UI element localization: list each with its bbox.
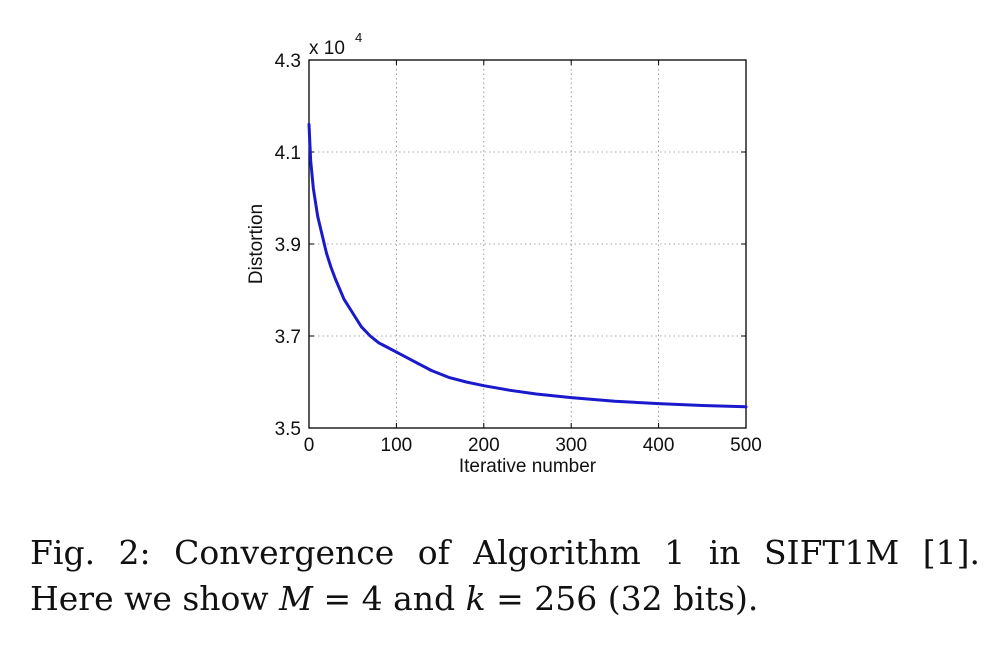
ticks: 0 100 200 300 400 500 3.5 3.7 3.9 4.1 4.3 xyxy=(275,51,762,456)
caption-word: of xyxy=(417,533,450,572)
caption-text: and xyxy=(393,579,466,618)
series-layer xyxy=(307,122,748,409)
series-line xyxy=(307,122,748,409)
caption-word: Convergence xyxy=(174,533,395,572)
caption-equation: = 256 xyxy=(485,579,608,618)
caption-math-M: M xyxy=(279,579,313,618)
grid xyxy=(309,60,746,428)
y-axis-multiplier: x 10 xyxy=(309,38,345,59)
caption-word: [1]. xyxy=(922,533,980,572)
x-tick-label: 500 xyxy=(730,435,762,456)
x-tick-label: 300 xyxy=(555,435,587,456)
plot-frame xyxy=(308,59,747,429)
caption-text: Here we show xyxy=(30,579,280,618)
line-chart: 0 100 200 300 400 500 3.5 3.7 3.9 4.1 4.3 x 10 4 I… xyxy=(246,30,762,477)
figure: 0 100 200 300 400 500 3.5 3.7 3.9 4.1 4.3 x 10 4 I… xyxy=(246,30,762,477)
caption-word: 2: xyxy=(118,533,151,572)
caption-word: 1 xyxy=(664,533,686,572)
x-tick-label: 0 xyxy=(304,435,315,456)
caption-word: in xyxy=(708,533,741,572)
caption-word: Fig. xyxy=(30,533,96,572)
x-axis-title: Iterative number xyxy=(459,456,597,477)
y-tick-label: 4.3 xyxy=(275,51,301,72)
caption-math-k: k xyxy=(465,579,486,618)
caption-equation: = 4 xyxy=(312,579,394,618)
y-tick-label: 3.7 xyxy=(275,327,301,348)
caption-text: (32 bits). xyxy=(607,579,759,618)
y-axis-title: Distortion xyxy=(246,204,267,284)
y-tick-label: 4.1 xyxy=(275,143,301,164)
x-tick-label: 200 xyxy=(468,435,500,456)
figure-caption: Fig. 2: Convergence of Algorithm 1 in SI… xyxy=(30,530,980,622)
caption-line-2: Here we show M = 4 and k = 256 (32 bits)… xyxy=(30,576,980,622)
x-tick-label: 400 xyxy=(643,435,675,456)
y-axis-multiplier-exponent: 4 xyxy=(355,30,362,45)
caption-word: Algorithm xyxy=(473,533,641,572)
y-tick-label: 3.5 xyxy=(275,419,301,440)
y-tick-label: 3.9 xyxy=(275,235,301,256)
caption-line-1: Fig. 2: Convergence of Algorithm 1 in SI… xyxy=(30,530,980,576)
caption-word: SIFT1M xyxy=(763,533,900,572)
x-tick-label: 100 xyxy=(381,435,413,456)
